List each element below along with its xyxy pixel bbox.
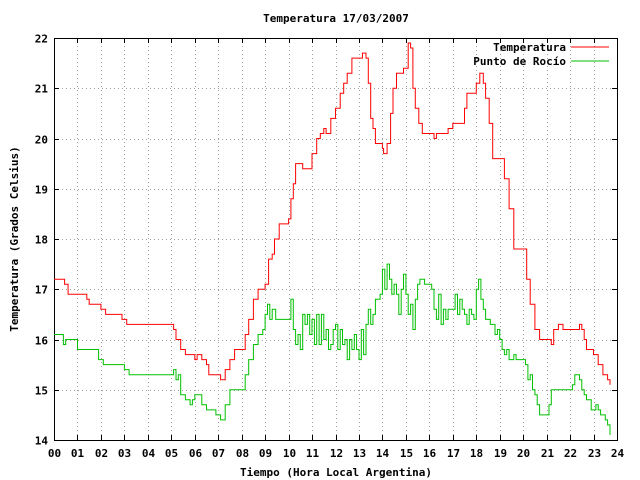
x-tick-label: 05	[165, 447, 178, 460]
x-tick-label: 07	[212, 447, 225, 460]
x-tick-label: 03	[118, 447, 131, 460]
x-tick-label: 14	[376, 447, 390, 460]
series-line-1	[54, 263, 611, 435]
y-tick-label: 20	[35, 134, 48, 147]
x-tick-label: 20	[517, 447, 530, 460]
x-tick-label: 15	[400, 447, 413, 460]
x-tick-label: 01	[71, 447, 85, 460]
x-tick-label: 21	[541, 447, 555, 460]
x-tick-label: 06	[189, 447, 203, 460]
legend-label: Punto de Rocío	[473, 55, 566, 68]
y-tick-label: 16	[35, 335, 49, 348]
y-tick-label: 17	[35, 284, 48, 297]
x-tick-label: 04	[142, 447, 156, 460]
x-axis-tick-labels: 00 01 02 03 04 05 06 07 08 09 10 11 12 13 14 15 16 17 18 19…	[48, 447, 625, 460]
y-tick-label: 14	[35, 435, 49, 448]
x-tick-label: 11	[306, 447, 320, 460]
x-tick-label: 13	[353, 447, 366, 460]
y-tick-label: 15	[35, 385, 48, 398]
x-tick-label: 08	[236, 447, 249, 460]
x-tick-label: 00	[48, 447, 61, 460]
axis-ticks	[54, 38, 618, 441]
y-tick-label: 22	[35, 33, 48, 46]
legend-label: Temperatura	[493, 41, 566, 54]
x-tick-label: 19	[494, 447, 507, 460]
x-tick-label: 24	[611, 447, 625, 460]
y-axis-tick-labels: 14 15 16 17 18 19 20 21 22	[35, 33, 49, 448]
x-tick-label: 18	[470, 447, 483, 460]
x-axis-label: Tiempo (Hora Local Argentina)	[240, 466, 432, 479]
x-tick-label: 10	[283, 447, 296, 460]
series-line-0	[54, 42, 611, 385]
chart-title: Temperatura 17/03/2007	[263, 12, 409, 25]
y-tick-label: 21	[35, 83, 49, 96]
series-lines	[54, 42, 611, 435]
x-tick-label: 23	[588, 447, 601, 460]
x-tick-label: 12	[330, 447, 343, 460]
grid	[54, 38, 617, 440]
y-axis-label: Temperatura (Grados Celsius)	[8, 146, 21, 331]
x-tick-label: 16	[423, 447, 437, 460]
x-tick-label: 17	[447, 447, 460, 460]
x-tick-label: 02	[95, 447, 108, 460]
y-tick-label: 19	[35, 184, 48, 197]
x-tick-label: 22	[564, 447, 577, 460]
x-tick-label: 09	[259, 447, 272, 460]
y-tick-label: 18	[35, 234, 48, 247]
